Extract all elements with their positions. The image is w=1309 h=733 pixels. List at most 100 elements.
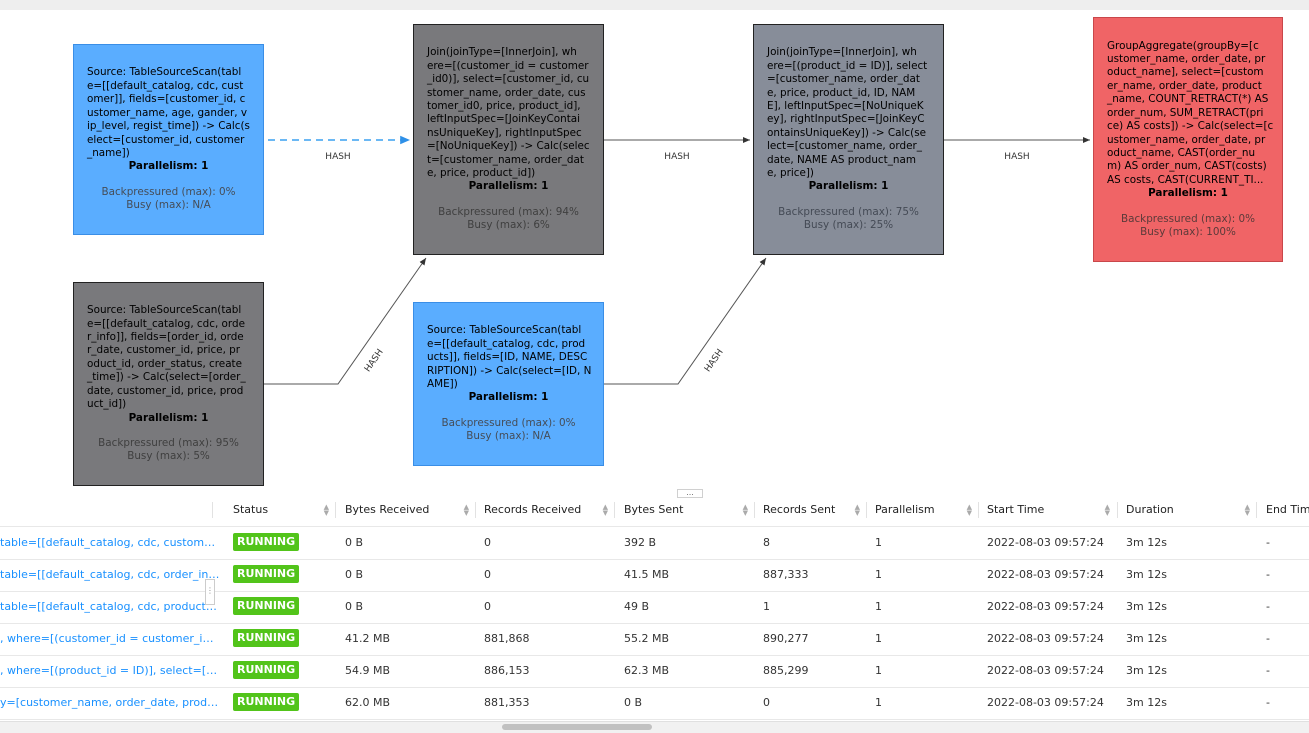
bytes-sent-cell: 41.5 MB xyxy=(624,568,670,581)
column-header-status[interactable]: Status ▲ ▼ xyxy=(233,494,333,526)
records-received-cell: 0 xyxy=(484,568,491,581)
end-time-cell: - xyxy=(1266,568,1270,581)
edge-label-hash: HASH xyxy=(703,348,726,375)
node-join-customer[interactable]: Join(joinType=[InnerJoin], wh ere=[(cust… xyxy=(413,24,604,255)
column-header-label: Records Received xyxy=(484,503,582,516)
vertex-table: Status ▲ ▼ Bytes Received ▲ ▼ Records Receiv… xyxy=(0,494,1309,722)
column-header-bytes-received[interactable]: Bytes Received ▲ ▼ xyxy=(345,494,473,526)
status-badge: RUNNING xyxy=(233,692,300,711)
status-cell: RUNNING xyxy=(233,687,333,719)
sort-icon[interactable]: ▲ ▼ xyxy=(602,503,608,517)
node-join-product[interactable]: Join(joinType=[InnerJoin], wh ere=[(prod… xyxy=(753,24,944,255)
node-busy: Busy (max): N/A xyxy=(466,430,551,443)
records-sent-cell: 1 xyxy=(763,600,770,613)
table-row[interactable]: , where=[(customer_id = customer_id0)], … xyxy=(0,623,1309,656)
column-header-label: Status xyxy=(233,503,269,516)
status-badge: RUNNING xyxy=(233,660,300,679)
column-header-label: Parallelism xyxy=(875,503,935,516)
row-overflow-indicator[interactable]: ⋮ xyxy=(205,579,215,605)
vertex-name-link[interactable]: table=[[default_catalog, cdc, order_info… xyxy=(0,568,220,581)
parallelism-cell: 1 xyxy=(875,568,882,581)
node-backpressured: Backpressured (max): 0% xyxy=(1120,212,1256,225)
table-row[interactable]: table=[[default_catalog, cdc, order_info… xyxy=(0,559,1309,592)
status-badge: RUNNING xyxy=(233,532,300,551)
duration-cell: 3m 12s xyxy=(1126,696,1167,709)
sort-icon[interactable]: ▲ ▼ xyxy=(966,503,972,517)
bytes-received-cell: 0 B xyxy=(345,568,364,581)
node-description: GroupAggregate(groupBy=[c ustomer_name, … xyxy=(1107,39,1274,186)
column-header-records-received[interactable]: Records Received ▲ ▼ xyxy=(484,494,612,526)
sort-icon[interactable]: ▲ ▼ xyxy=(1244,503,1250,517)
vertex-name-link[interactable]: , where=[(product_id = ID)], select=[cus… xyxy=(0,664,220,677)
node-backpressured: Backpressured (max): 0% xyxy=(441,416,576,429)
parallelism-cell: 1 xyxy=(875,600,882,613)
node-source-customer[interactable]: Source: TableSourceScan(tabl e=[[default… xyxy=(73,44,264,235)
node-parallelism: Parallelism: 1 xyxy=(468,180,549,193)
start-time-cell: 2022-08-03 09:57:24 xyxy=(987,664,1104,677)
node-group-aggregate[interactable]: GroupAggregate(groupBy=[c ustomer_name, … xyxy=(1093,17,1283,262)
scrollbar-thumb[interactable] xyxy=(502,724,652,730)
bytes-received-cell: 0 B xyxy=(345,536,364,549)
panel-resize-handle[interactable]: ... xyxy=(677,489,703,498)
start-time-cell: 2022-08-03 09:57:24 xyxy=(987,568,1104,581)
vertex-name-link[interactable]: table=[[default_catalog, cdc, products]]… xyxy=(0,600,220,613)
duration-cell: 3m 12s xyxy=(1126,536,1167,549)
end-time-cell: - xyxy=(1266,664,1270,677)
table-row[interactable]: , where=[(product_id = ID)], select=[cus… xyxy=(0,655,1309,688)
column-header-parallelism[interactable]: Parallelism ▲ ▼ xyxy=(875,494,976,526)
column-header-records-sent[interactable]: Records Sent ▲ ▼ xyxy=(763,494,864,526)
sort-icon[interactable]: ▲ ▼ xyxy=(854,503,860,517)
column-header-label: Start Time xyxy=(987,503,1045,516)
sort-icon[interactable]: ▲ ▼ xyxy=(463,503,469,517)
end-time-cell: - xyxy=(1266,600,1270,613)
records-received-cell: 0 xyxy=(484,536,491,549)
sort-icon[interactable]: ▲ ▼ xyxy=(1104,503,1110,517)
column-header-start-time[interactable]: Start Time ▲ ▼ xyxy=(987,494,1114,526)
sort-icon[interactable]: ▲ ▼ xyxy=(742,503,748,517)
node-parallelism: Parallelism: 1 xyxy=(468,391,549,404)
column-header-label: End Time xyxy=(1266,503,1309,516)
vertex-name-link[interactable]: , where=[(customer_id = customer_id0)], … xyxy=(0,632,220,645)
edge-label-hash: HASH xyxy=(325,152,350,162)
node-source-products[interactable]: Source: TableSourceScan(tabl e=[[default… xyxy=(413,302,604,466)
bytes-received-cell: 54.9 MB xyxy=(345,664,391,677)
node-description: Source: TableSourceScan(tabl e=[[default… xyxy=(87,304,246,411)
bytes-received-cell: 0 B xyxy=(345,600,364,613)
records-sent-cell: 8 xyxy=(763,536,770,549)
status-cell: RUNNING xyxy=(233,655,333,687)
status-cell: RUNNING xyxy=(233,527,333,559)
edge-label-hash: HASH xyxy=(363,348,386,375)
column-header-duration[interactable]: Duration ▲ ▼ xyxy=(1126,494,1254,526)
node-parallelism: Parallelism: 1 xyxy=(1148,187,1228,200)
column-header-bytes-sent[interactable]: Bytes Sent ▲ ▼ xyxy=(624,494,752,526)
sort-icon[interactable]: ▲ ▼ xyxy=(323,503,329,517)
start-time-cell: 2022-08-03 09:57:24 xyxy=(987,600,1104,613)
records-received-cell: 0 xyxy=(484,600,491,613)
vertex-name-link[interactable]: y=[customer_name, order_date, product_..… xyxy=(0,696,220,709)
node-busy: Busy (max): 5% xyxy=(127,450,210,463)
bytes-sent-cell: 0 B xyxy=(624,696,643,709)
horizontal-scrollbar[interactable] xyxy=(0,721,1309,733)
end-time-cell: - xyxy=(1266,696,1270,709)
table-header: Status ▲ ▼ Bytes Received ▲ ▼ Records Receiv… xyxy=(0,494,1309,527)
bytes-sent-cell: 62.3 MB xyxy=(624,664,670,677)
node-parallelism: Parallelism: 1 xyxy=(808,180,889,193)
table-row[interactable]: y=[customer_name, order_date, product_..… xyxy=(0,687,1309,720)
column-header-end-time[interactable]: End Time xyxy=(1266,494,1309,526)
duration-cell: 3m 12s xyxy=(1126,632,1167,645)
start-time-cell: 2022-08-03 09:57:24 xyxy=(987,632,1104,645)
table-row[interactable]: table=[[default_catalog, cdc, products]]… xyxy=(0,591,1309,624)
status-badge: RUNNING xyxy=(233,596,300,615)
node-backpressured: Backpressured (max): 75% xyxy=(778,205,919,218)
node-source-order-info[interactable]: Source: TableSourceScan(tabl e=[[default… xyxy=(73,282,264,486)
node-busy: Busy (max): 6% xyxy=(467,219,550,232)
start-time-cell: 2022-08-03 09:57:24 xyxy=(987,696,1104,709)
table-row[interactable]: table=[[default_catalog, cdc, customer]]… xyxy=(0,527,1309,560)
start-time-cell: 2022-08-03 09:57:24 xyxy=(987,536,1104,549)
node-busy: Busy (max): N/A xyxy=(126,199,211,212)
duration-cell: 3m 12s xyxy=(1126,568,1167,581)
edge-label-hash: HASH xyxy=(1004,152,1029,162)
node-busy: Busy (max): 25% xyxy=(803,219,894,232)
records-sent-cell: 890,277 xyxy=(763,632,809,645)
vertex-name-link[interactable]: table=[[default_catalog, cdc, customer]]… xyxy=(0,536,220,549)
